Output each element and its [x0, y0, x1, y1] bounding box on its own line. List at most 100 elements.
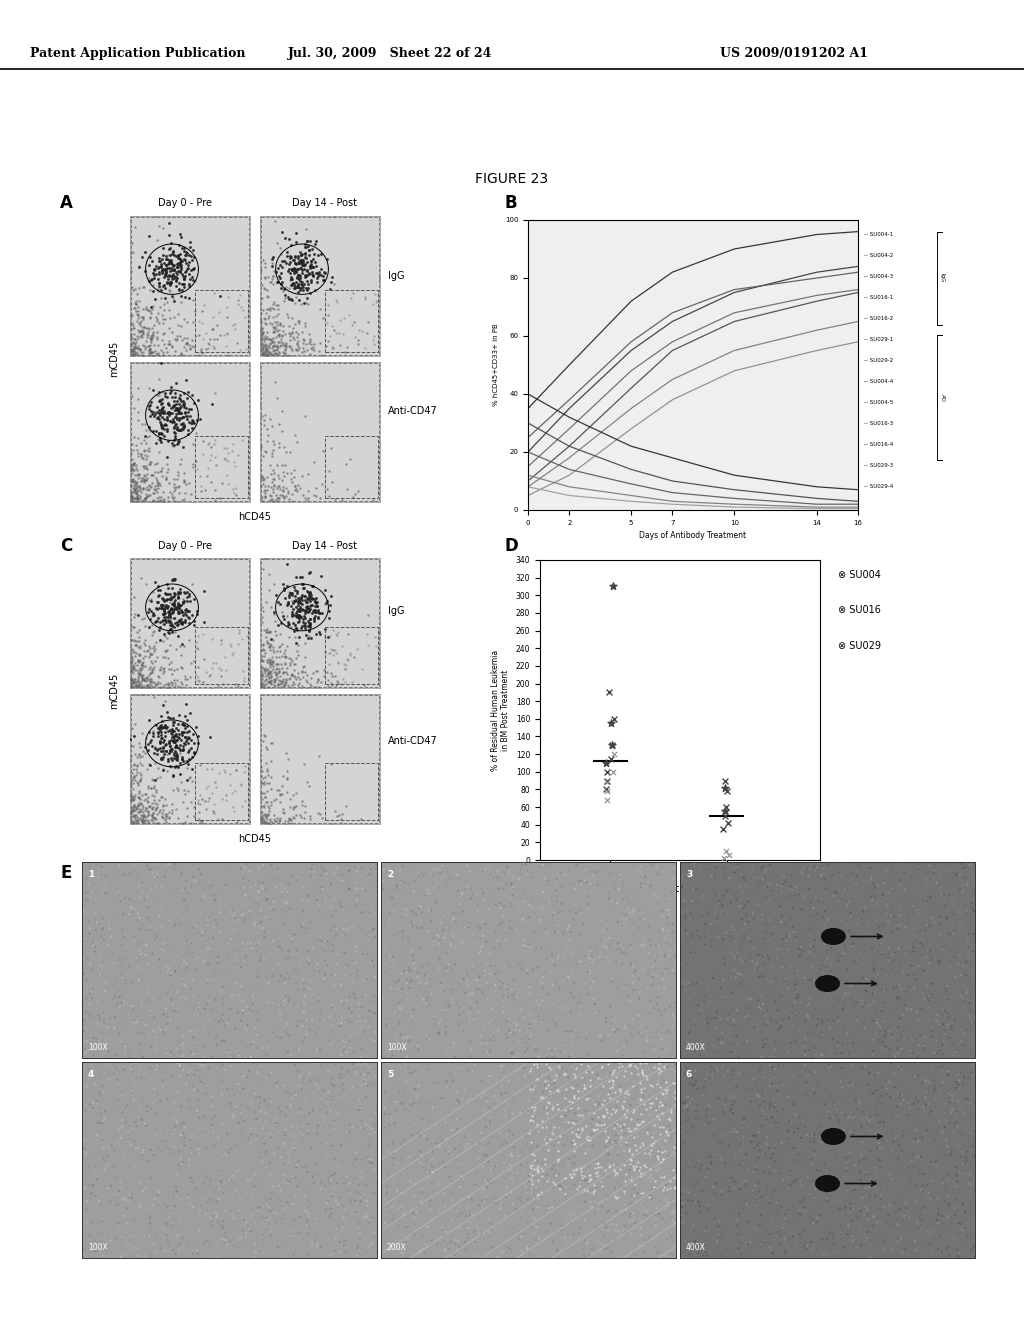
- Point: [585, 952, 601, 973]
- Point: [636, 1155, 652, 1176]
- Point: [662, 935, 678, 956]
- Point: [568, 863, 585, 884]
- Point: [526, 913, 543, 935]
- Point: [628, 960, 644, 981]
- Point: [705, 875, 721, 896]
- Point: [500, 979, 516, 1001]
- Point: [133, 317, 150, 338]
- Point: [503, 857, 519, 878]
- Point: [284, 866, 300, 887]
- Point: [271, 1008, 288, 1030]
- Point: [858, 1164, 874, 1185]
- Point: [862, 1106, 879, 1127]
- Point: [608, 1125, 625, 1146]
- Point: [81, 1158, 97, 1179]
- Point: [164, 718, 180, 739]
- Point: [280, 576, 296, 597]
- Point: [295, 1115, 311, 1137]
- Point: [188, 450, 205, 471]
- Point: [168, 372, 184, 393]
- Point: [754, 1047, 770, 1068]
- Point: [314, 807, 331, 828]
- Point: [488, 1117, 505, 1138]
- Point: [500, 863, 516, 884]
- Point: [893, 1026, 909, 1047]
- Point: [232, 1010, 249, 1031]
- Point: [656, 1060, 673, 1081]
- Point: [689, 920, 706, 941]
- Point: [408, 904, 424, 925]
- Point: [288, 253, 304, 275]
- Point: [395, 1168, 412, 1189]
- Point: [589, 862, 605, 883]
- Point: [540, 1030, 556, 1051]
- Point: [355, 1175, 372, 1196]
- Point: [161, 601, 177, 622]
- Point: [237, 1185, 253, 1206]
- Point: [154, 598, 170, 619]
- Point: [301, 583, 317, 605]
- Point: [633, 873, 649, 894]
- Point: [127, 337, 143, 358]
- Point: [352, 1096, 369, 1117]
- Point: [197, 479, 213, 500]
- Point: [161, 603, 177, 624]
- Point: [884, 1064, 900, 1085]
- Point: [752, 1224, 768, 1245]
- Point: [695, 1188, 712, 1209]
- Point: [420, 966, 436, 987]
- Point: [798, 972, 814, 993]
- Point: [252, 1197, 268, 1218]
- Point: [290, 335, 306, 356]
- Point: [640, 916, 656, 937]
- Point: [593, 1031, 609, 1052]
- Point: [351, 1213, 368, 1234]
- Point: [180, 381, 197, 403]
- Point: [188, 665, 205, 686]
- Point: [361, 880, 378, 902]
- Point: [818, 1172, 835, 1193]
- Point: [165, 719, 181, 741]
- Point: [439, 960, 456, 981]
- Point: [316, 1139, 333, 1160]
- Point: [886, 1131, 902, 1152]
- Point: [266, 675, 283, 696]
- Point: [793, 1127, 809, 1148]
- Point: [797, 941, 813, 962]
- Point: [218, 921, 234, 942]
- Point: [756, 928, 772, 949]
- Point: [141, 876, 158, 898]
- Point: [710, 954, 726, 975]
- Point: [93, 956, 110, 977]
- Point: [967, 1246, 983, 1267]
- Point: [825, 1011, 842, 1032]
- Point: [165, 876, 181, 898]
- Point: [808, 972, 824, 993]
- Point: [314, 1078, 331, 1100]
- Point: [863, 1006, 880, 1027]
- Point: [731, 1206, 748, 1228]
- Point: [681, 890, 697, 911]
- Point: [698, 1246, 715, 1267]
- Point: [206, 433, 222, 454]
- Point: [382, 946, 398, 968]
- Point: [310, 599, 327, 620]
- Point: [175, 591, 191, 612]
- Point: [881, 942, 897, 964]
- Point: [284, 1031, 300, 1052]
- Point: [127, 630, 143, 651]
- Point: [125, 672, 141, 693]
- Point: [197, 1036, 213, 1057]
- Point: [455, 1031, 471, 1052]
- Point: [268, 335, 285, 356]
- Point: [879, 894, 895, 915]
- Point: [666, 1137, 682, 1158]
- Point: [505, 879, 521, 900]
- Point: [285, 602, 301, 623]
- Point: [829, 950, 846, 972]
- Point: [628, 1173, 644, 1195]
- Point: [684, 1192, 700, 1213]
- Point: [152, 659, 168, 680]
- Point: [146, 260, 163, 281]
- Point: [209, 851, 225, 873]
